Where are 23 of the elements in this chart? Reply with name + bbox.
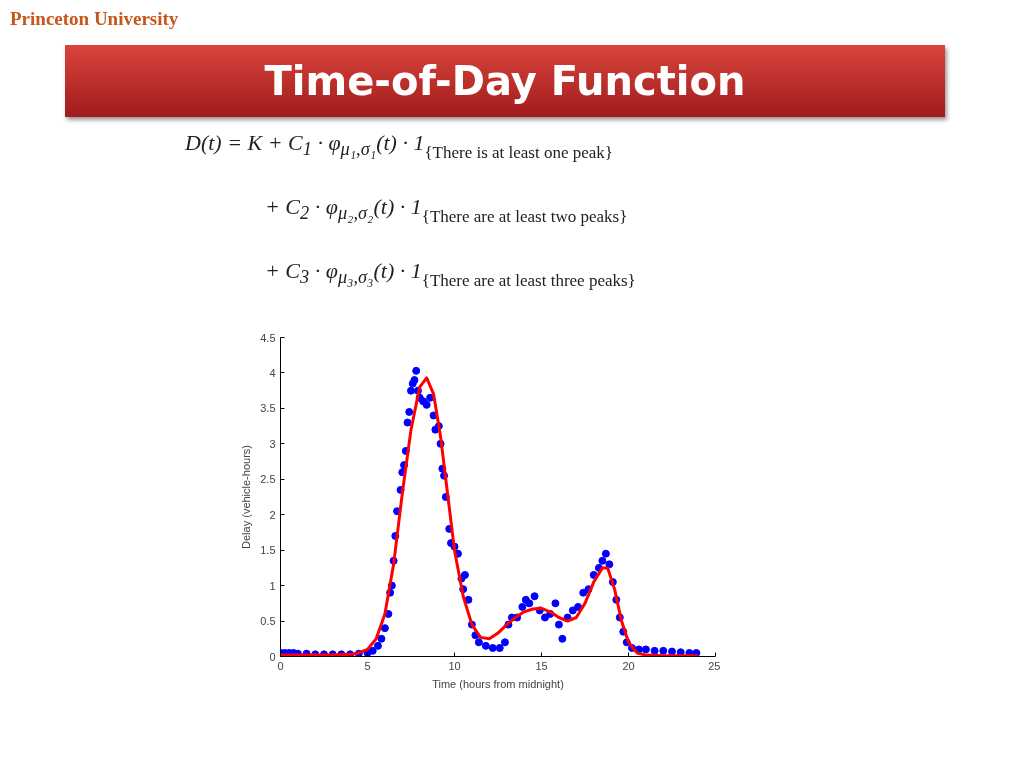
y-tick-label: 4 bbox=[269, 366, 276, 379]
y-tick-label: 1.5 bbox=[260, 544, 276, 557]
y-tick-label: 1 bbox=[269, 579, 276, 592]
x-tick-label: 5 bbox=[364, 659, 371, 672]
text: {There is at least one peak} bbox=[424, 143, 613, 162]
y-tick-label: 0 bbox=[269, 650, 276, 663]
text: {There are at least two peaks} bbox=[421, 207, 628, 226]
y-tick-label: 0.5 bbox=[260, 615, 276, 628]
y-tick-label: 4.5 bbox=[260, 331, 276, 344]
text: {There are at least three peaks} bbox=[421, 271, 636, 290]
y-axis-title: Delay (vehicle-hours) bbox=[240, 445, 253, 549]
x-tick-label: 15 bbox=[535, 659, 548, 672]
x-tick-label: 20 bbox=[622, 659, 635, 672]
x-tick-label: 10 bbox=[448, 659, 461, 672]
x-tick-label: 0 bbox=[277, 659, 284, 672]
y-tick-label: 3 bbox=[269, 437, 276, 450]
x-tick-label: 25 bbox=[708, 659, 721, 672]
x-axis-title: Time (hours from midnight) bbox=[432, 677, 564, 690]
y-tick-label: 2 bbox=[269, 508, 276, 521]
chart-title: Time-of-Day Function bbox=[264, 57, 746, 106]
y-tick-label: 2.5 bbox=[260, 473, 276, 486]
text: Princeton University bbox=[10, 8, 179, 29]
y-tick-label: 3.5 bbox=[260, 402, 276, 415]
